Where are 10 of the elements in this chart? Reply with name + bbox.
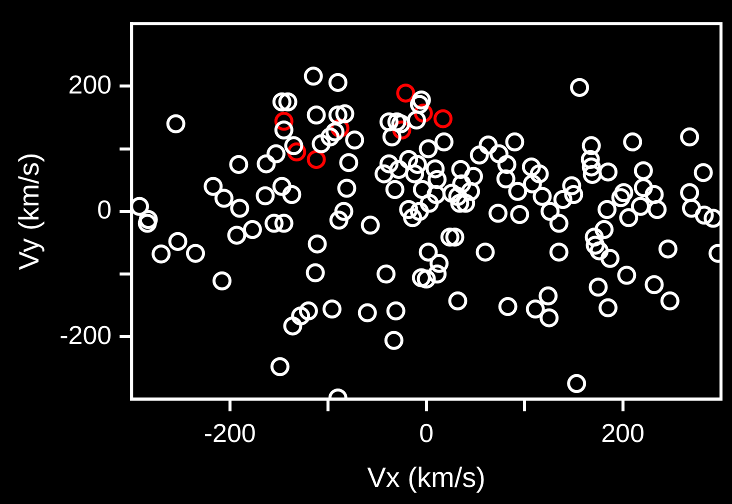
y-axis-title: Vy (km/s) xyxy=(14,152,45,270)
y-tick-label: 0 xyxy=(97,194,112,225)
x-tick-label: 200 xyxy=(601,418,644,448)
x-axis-title: Vx (km/s) xyxy=(367,462,486,493)
point xyxy=(434,109,453,128)
y-tick-label: 200 xyxy=(68,69,112,100)
x-tick-label: -200 xyxy=(204,418,256,448)
x-tick-label: 0 xyxy=(419,418,434,448)
y-tick-label: -200 xyxy=(60,320,112,350)
point xyxy=(396,84,416,103)
